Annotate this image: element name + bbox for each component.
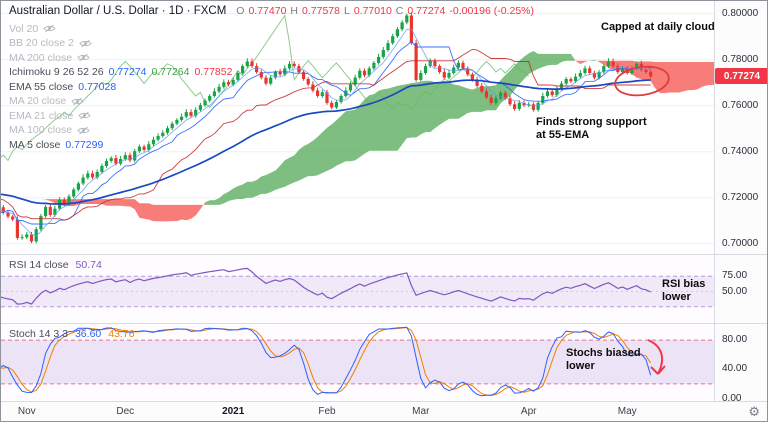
indicator-value: 0.77274: [108, 66, 147, 78]
last-price-tag: 0.77274: [715, 68, 767, 85]
indicator-rows: Vol 20 BB 20 close 2 MA 200 close Ichimoku …: [9, 22, 534, 153]
annotation-support-55ema[interactable]: Finds strong support at 55-EMA: [536, 116, 647, 142]
stoch-axis-label: 0.00: [722, 392, 742, 404]
stoch-axis-label: 80.00: [722, 334, 748, 346]
stoch-legend[interactable]: Stoch 14 3 3 36.60 43.76: [9, 328, 135, 340]
indicator-label: MA 5 close: [9, 138, 61, 151]
stoch-k-value: 36.60: [74, 328, 102, 340]
price-axis-label: 0.74000: [722, 145, 759, 157]
legend-row[interactable]: Vol 20: [9, 22, 534, 37]
time-axis-label: Apr: [520, 406, 537, 417]
annotation-capped-at-cloud[interactable]: Capped at daily cloud: [601, 21, 715, 33]
legend-row[interactable]: MA 20 close: [9, 94, 534, 109]
ohlc-open-value: 0.77470: [248, 5, 287, 17]
time-axis-label: May: [617, 406, 637, 417]
stoch-band: [1, 340, 714, 384]
tenkan-line: [1, 40, 651, 225]
legend-row[interactable]: EMA 21 close: [9, 109, 534, 124]
stoch-chart-svg[interactable]: [1, 324, 714, 400]
stoch-d-value: 43.76: [108, 328, 135, 340]
indicator-label: Vol 20: [9, 22, 39, 35]
visibility-eye-icon[interactable]: [43, 24, 56, 33]
down-candle-bodies: [1, 15, 653, 242]
stoch-k-line: [1, 326, 652, 397]
legend-row[interactable]: Ichimoku 9 26 52 26 0.77274 0.77264 0.77852: [9, 65, 534, 80]
annotation-stoch-bias[interactable]: Stochs biased lower: [566, 347, 641, 373]
ichimoku-cloud-bullish: [3, 51, 600, 205]
ema55-line: [1, 79, 651, 205]
symbol-title[interactable]: Australian Dollar / U.S. Dollar · 1D · F…: [9, 5, 227, 17]
time-axis-label: Dec: [116, 406, 135, 417]
stoch-axis-label: 40.00: [722, 363, 748, 375]
price-axis-label: 0.70000: [722, 237, 759, 249]
gear-icon[interactable]: ⚙: [748, 404, 760, 419]
ohlc-close-value: 0.77274: [407, 5, 446, 17]
price-axis-label: 0.76000: [722, 99, 759, 111]
ohlc-change: -0.00196 (-0.25%): [449, 5, 534, 17]
ohlc-close-label: C: [395, 5, 404, 17]
time-axis-label: 2021: [222, 406, 245, 417]
legend-row[interactable]: BB 20 close 2: [9, 36, 534, 51]
visibility-eye-icon[interactable]: [78, 111, 91, 120]
rsi-value: 50.74: [75, 259, 102, 271]
panel-separator[interactable]: [1, 254, 767, 255]
legend-title-row: Australian Dollar / U.S. Dollar · 1D · F…: [9, 5, 534, 18]
legend-row[interactable]: EMA 55 close 0.77028: [9, 80, 534, 95]
legend-row[interactable]: MA 5 close 0.77299: [9, 138, 534, 153]
indicator-label: BB 20 close 2: [9, 37, 74, 49]
indicator-label: MA 100 close: [9, 124, 73, 136]
indicator-value: 0.77264: [151, 66, 190, 78]
annotation-rsi-bias[interactable]: RSI bias lower: [662, 278, 706, 304]
visibility-eye-icon[interactable]: [71, 97, 84, 106]
stoch-panel[interactable]: [1, 324, 714, 400]
indicator-value: 0.77028: [78, 80, 117, 93]
indicator-label: MA 20 close: [9, 95, 67, 107]
rsi-panel[interactable]: [1, 255, 714, 322]
rsi-chart-svg[interactable]: [1, 255, 714, 322]
stoch-title: Stoch 14 3 3: [9, 328, 68, 340]
ohlc-open-label: O: [236, 5, 245, 17]
ohlc-low-label: L: [343, 5, 350, 17]
time-axis[interactable]: ⚙ Nov Dec 2021 Feb Mar Apr May: [1, 401, 767, 421]
indicator-value: 0.77852: [194, 66, 233, 78]
visibility-eye-icon[interactable]: [77, 126, 90, 135]
ohlc-low-value: 0.77010: [353, 5, 392, 17]
indicator-label: MA 200 close: [9, 51, 73, 64]
time-axis-label: Mar: [412, 406, 430, 417]
kijun-line: [1, 48, 651, 221]
time-axis-label: Nov: [17, 406, 36, 417]
indicator-label: EMA 21 close: [9, 109, 74, 122]
visibility-eye-icon[interactable]: [77, 53, 90, 62]
legend-row[interactable]: MA 200 close: [9, 51, 534, 66]
indicator-value: 0.77299: [65, 138, 104, 151]
rsi-axis-label: 50.00: [722, 285, 748, 297]
legend-row[interactable]: MA 100 close: [9, 123, 534, 138]
ohlc-high-label: H: [290, 5, 299, 17]
rsi-line: [1, 267, 651, 305]
price-axis-label: 0.72000: [722, 191, 759, 203]
rsi-axis-label: 75.00: [722, 270, 748, 282]
rsi-title: RSI 14 close: [9, 259, 69, 271]
indicator-label: Ichimoku 9 26 52 26: [9, 66, 104, 78]
ohlc-high-value: 0.77578: [302, 5, 340, 17]
panel-separator[interactable]: [1, 323, 767, 324]
chart-legend: Australian Dollar / U.S. Dollar · 1D · F…: [9, 5, 534, 153]
ma5-line: [1, 28, 651, 237]
indicator-label: EMA 55 close: [9, 80, 74, 93]
price-axis-label: 0.80000: [722, 7, 759, 19]
price-axis[interactable]: 0.80000 0.78000 0.76000 0.74000 0.72000 0.700…: [714, 1, 767, 404]
rsi-legend[interactable]: RSI 14 close 50.74: [9, 259, 102, 271]
visibility-eye-icon[interactable]: [79, 39, 92, 48]
price-axis-label: 0.78000: [722, 53, 759, 65]
time-axis-label: Feb: [318, 406, 336, 417]
ohlc-readout: O 0.77470 H 0.77578 L 0.77010 C 0.77274 -0.0…: [236, 6, 534, 17]
